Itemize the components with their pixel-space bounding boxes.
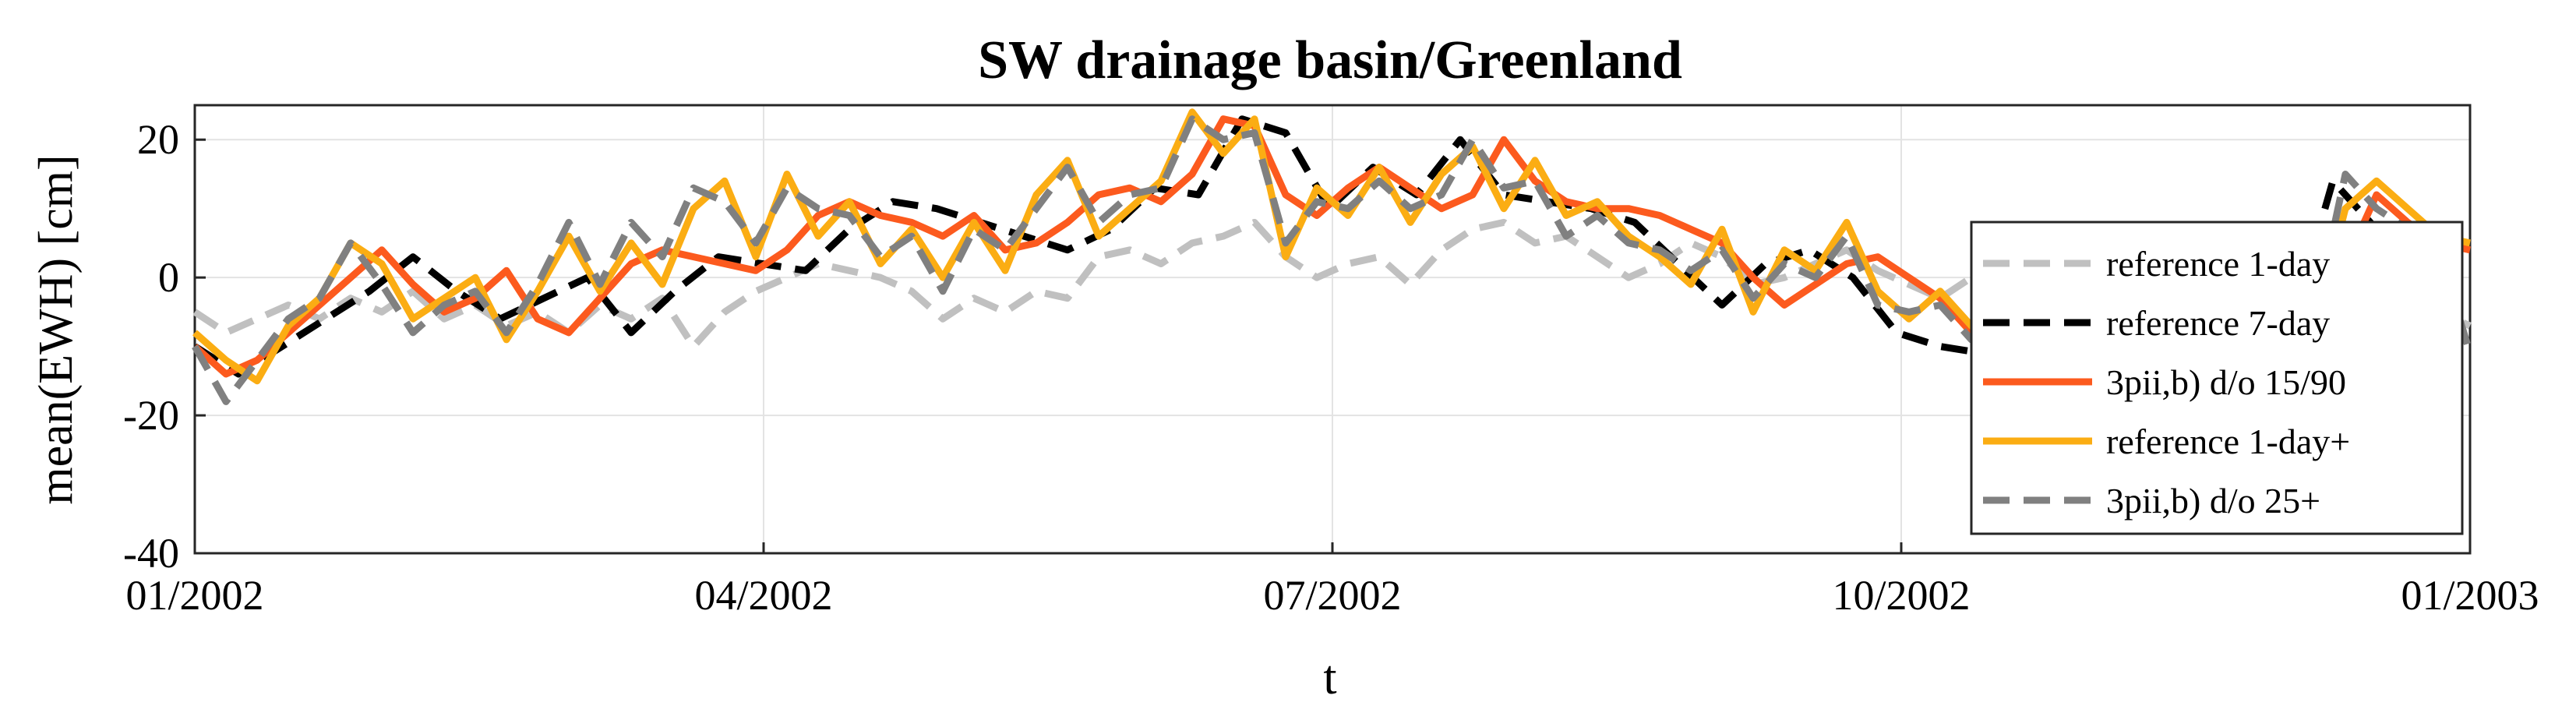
x-tick-label: 04/2002 [694,572,832,619]
legend-label: reference 1-day+ [2106,422,2350,461]
y-tick-label: 0 [158,254,179,301]
y-tick-label: 20 [137,116,179,163]
y-axis-label: mean(EWH) [cm] [30,154,83,504]
legend-label: reference 1-day [2106,244,2330,284]
x-tick-label: 07/2002 [1263,572,1401,619]
x-tick-label: 01/2002 [125,572,263,619]
x-tick-label: 01/2003 [2401,572,2539,619]
legend-label: reference 7-day [2106,303,2330,343]
x-tick-label: 10/2002 [1832,572,1970,619]
y-tick-label: -40 [123,530,179,577]
legend-box [1970,221,2464,535]
ticks-layer: 01/2002 04/2002 07/2002 10/2002 01/2003 20 0 -2… [123,116,2539,619]
y-tick-label: -20 [123,392,179,439]
chart-title: SW drainage basin/Greenland [978,30,1682,90]
x-axis-label: t [1323,651,1336,704]
legend: reference 1-day reference 7-day 3pii,b) d/… [1970,221,2464,535]
legend-label: 3pii,b) d/o 15/90 [2106,362,2346,402]
legend-label: 3pii,b) d/o 25+ [2106,481,2320,521]
